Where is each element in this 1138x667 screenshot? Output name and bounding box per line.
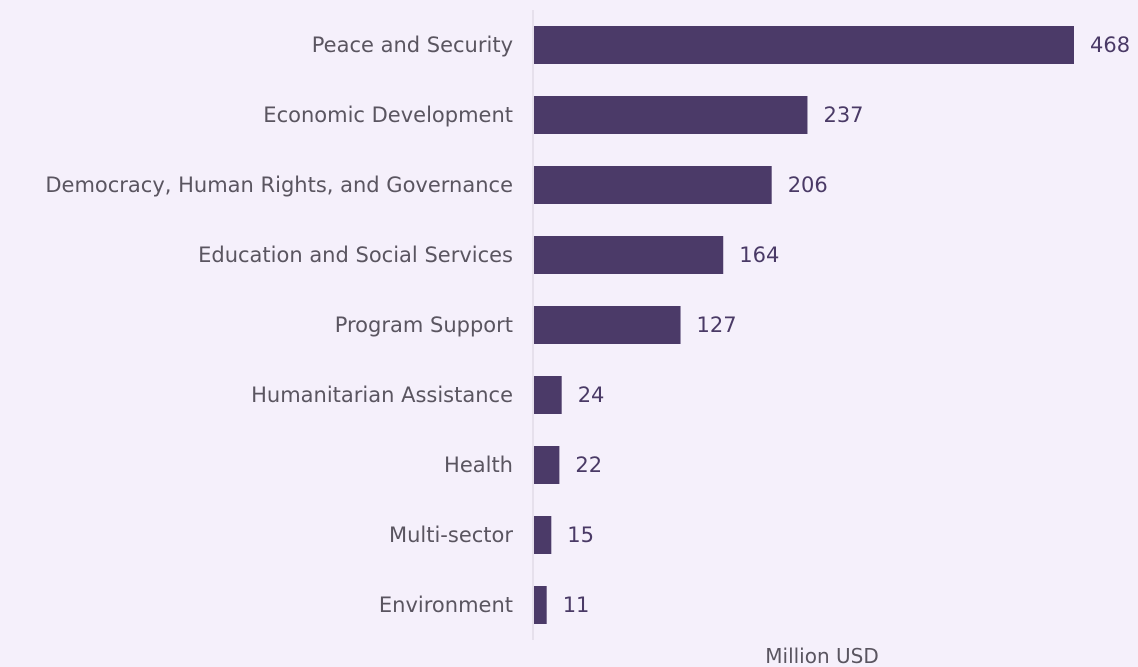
category-label: Health [444, 453, 513, 477]
category-label: Education and Social Services [198, 243, 513, 267]
value-label: 164 [739, 243, 779, 267]
bar [534, 166, 772, 204]
x-axis-label: Million USD [765, 644, 879, 667]
category-label: Humanitarian Assistance [251, 383, 513, 407]
category-label: Peace and Security [312, 33, 513, 57]
value-label: 468 [1090, 33, 1130, 57]
bar [534, 376, 562, 414]
category-label: Democracy, Human Rights, and Governance [45, 173, 513, 197]
bar [534, 586, 547, 624]
bar [534, 306, 681, 344]
bar [534, 446, 560, 484]
bar [534, 236, 724, 274]
value-label: 206 [788, 173, 828, 197]
value-label: 24 [578, 383, 605, 407]
value-label: 237 [823, 103, 863, 127]
category-label: Program Support [335, 313, 513, 337]
value-label: 11 [563, 593, 590, 617]
value-label: 15 [567, 523, 594, 547]
value-label: 22 [575, 453, 602, 477]
category-label: Environment [379, 593, 513, 617]
bar [534, 26, 1074, 64]
value-label: 127 [697, 313, 737, 337]
bar [534, 516, 552, 554]
bar [534, 96, 808, 134]
category-label: Multi-sector [389, 523, 513, 547]
category-label: Economic Development [263, 103, 513, 127]
bars-group: Peace and Security 468 Economic Developmen… [45, 26, 1130, 624]
